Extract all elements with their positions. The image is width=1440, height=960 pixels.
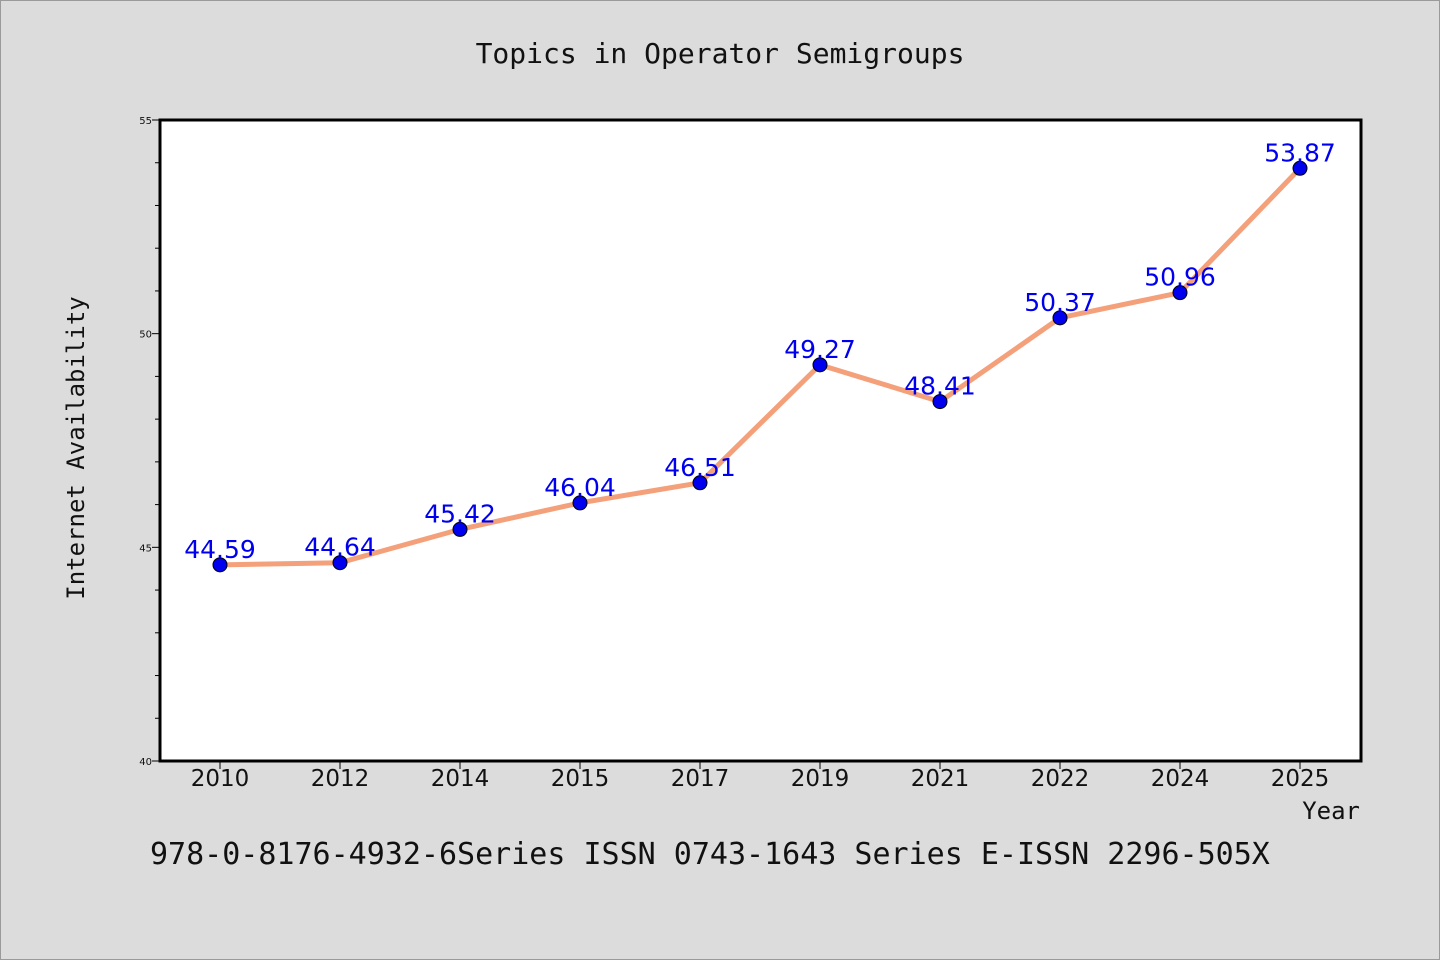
y-tick-label: 45 <box>139 543 152 554</box>
data-point <box>1292 160 1308 176</box>
data-point <box>812 357 828 373</box>
series-line <box>217 165 1303 568</box>
x-tick-label: 2025 <box>1271 766 1330 792</box>
plot-area <box>160 120 1361 761</box>
plot-border <box>158 118 1363 763</box>
data-label: 46.51 <box>664 453 736 482</box>
y-tick-label: 55 <box>139 116 152 127</box>
series-markers <box>212 160 1308 573</box>
x-tick-label: 2015 <box>551 766 610 792</box>
x-tick-label: 2019 <box>791 766 850 792</box>
footer-isbn-issn: 978-0-8176-4932-6Series ISSN 0743-1643 S… <box>150 837 1270 872</box>
data-point <box>1172 285 1188 301</box>
x-tick-label: 2021 <box>911 766 970 792</box>
data-point <box>212 557 228 573</box>
data-label: 44.64 <box>304 533 376 562</box>
x-tick-label: 2024 <box>1151 766 1210 792</box>
chart-title: Topics in Operator Semigroups <box>476 37 965 70</box>
y-axis-title: Internet Availability <box>62 296 90 599</box>
x-tick-label: 2010 <box>191 766 250 792</box>
data-point <box>692 475 708 491</box>
x-axis-title: Year <box>1302 797 1360 825</box>
data-label: 53.87 <box>1264 138 1336 167</box>
data-point <box>332 555 348 571</box>
data-labels: 44.59 44.64 45.42 46.04 46.51 49.27 48.41 50.37… <box>184 138 1336 564</box>
y-tick-label: 50 <box>139 330 152 341</box>
data-point <box>572 495 588 511</box>
data-point <box>452 521 468 537</box>
x-tick-label: 2022 <box>1031 766 1090 792</box>
data-label: 50.37 <box>1024 288 1096 317</box>
y-axis: 40 45 50 55 <box>139 116 160 768</box>
x-tick-label: 2012 <box>311 766 370 792</box>
data-label: 46.04 <box>544 473 616 502</box>
y-tick-label: 40 <box>139 757 152 768</box>
data-point <box>1052 310 1068 326</box>
x-axis: 2010 2012 2014 2015 2017 2019 2021 2022 2024 2025 <box>191 761 1330 792</box>
x-tick-label: 2017 <box>671 766 730 792</box>
data-label: 45.42 <box>424 499 496 528</box>
data-label: 50.96 <box>1144 263 1216 292</box>
data-point <box>932 394 948 410</box>
data-label: 48.41 <box>904 372 976 401</box>
data-label: 49.27 <box>784 335 856 364</box>
data-label: 44.59 <box>184 535 256 564</box>
x-tick-label: 2014 <box>431 766 490 792</box>
